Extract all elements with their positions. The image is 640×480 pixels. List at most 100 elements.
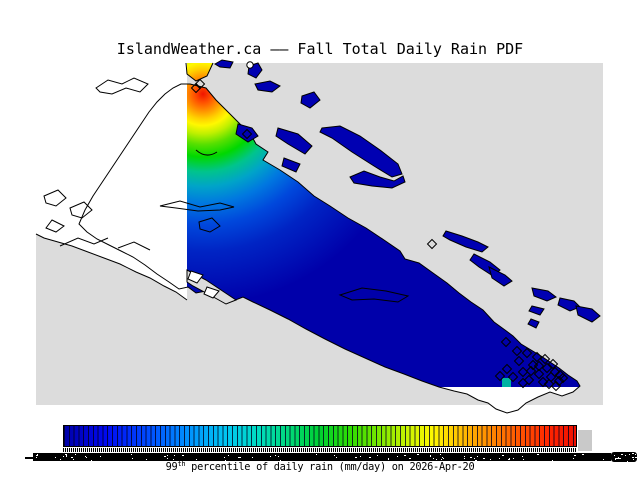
speckle — [625, 455, 626, 456]
lake-outline — [338, 287, 410, 303]
speckle — [615, 459, 616, 460]
speckle — [71, 457, 73, 458]
station-marker-diamond — [511, 345, 523, 357]
speckle — [614, 455, 615, 456]
speckle — [182, 455, 184, 456]
speckle — [278, 456, 279, 457]
fjord-islet — [187, 270, 204, 284]
speckle — [404, 455, 406, 456]
speckle — [270, 456, 271, 457]
speckle — [635, 454, 636, 455]
speckle — [225, 460, 226, 461]
speckle — [73, 459, 74, 460]
north-patch-coastline — [185, 62, 214, 82]
speckle — [537, 454, 539, 455]
speckle — [164, 456, 166, 457]
speckle — [63, 456, 64, 457]
speckle — [316, 454, 317, 455]
speckle — [621, 454, 623, 455]
island — [214, 59, 234, 69]
speckle — [603, 459, 604, 460]
colorbar-segment-lines — [64, 426, 576, 446]
speckle — [86, 457, 87, 458]
station-markers — [190, 78, 569, 392]
station-marker-diamond — [190, 82, 202, 94]
speckle — [196, 459, 197, 460]
island — [528, 305, 545, 316]
station-marker-diamond — [517, 366, 529, 378]
station-marker-diamond — [547, 358, 559, 370]
island — [275, 127, 313, 155]
station-marker-diamond — [525, 365, 537, 377]
caption-number: 99 — [165, 461, 178, 473]
station-marker-diamond — [527, 359, 539, 371]
speckle — [336, 457, 337, 458]
speckle — [499, 458, 500, 459]
station-marker-diamond — [517, 377, 529, 389]
island — [531, 287, 557, 302]
island — [527, 318, 540, 329]
speckle — [360, 456, 361, 457]
tick-label-end-blob — [611, 452, 637, 462]
station-marker-diamond — [521, 347, 533, 359]
colorbar-shadow — [578, 430, 592, 451]
strait-islands — [214, 59, 601, 329]
island — [319, 125, 403, 178]
speckle — [224, 457, 225, 458]
colorbar — [63, 425, 577, 447]
speckle — [66, 456, 67, 457]
speckle — [409, 458, 411, 459]
speckle — [433, 458, 434, 459]
speckle — [618, 458, 619, 459]
island — [557, 297, 581, 312]
tick-label-strip — [33, 453, 611, 461]
coast-outline — [95, 77, 149, 95]
lake-outline — [195, 149, 218, 156]
station-marker-diamond — [533, 360, 545, 372]
speckle — [633, 459, 634, 460]
inlet-line — [59, 237, 109, 247]
speckle — [131, 454, 132, 455]
station-marker-diamond — [501, 363, 513, 375]
speckle — [239, 457, 241, 458]
station-marker-diamond — [549, 366, 561, 378]
speckle — [91, 460, 92, 461]
speckle — [523, 459, 524, 460]
speckle — [575, 455, 576, 456]
speckle — [252, 457, 253, 458]
fjord-islet — [203, 286, 220, 299]
speckle — [475, 460, 477, 461]
speckle — [632, 457, 634, 458]
speckle — [617, 458, 618, 459]
speckle — [509, 458, 510, 459]
speckle — [582, 454, 584, 455]
speckle — [440, 454, 441, 455]
speckle — [146, 459, 147, 460]
speckle — [436, 459, 437, 460]
lake-outline — [198, 217, 221, 233]
island — [349, 170, 406, 189]
colorbar-tick-marks — [63, 448, 577, 452]
islet-outline — [45, 219, 65, 233]
speckle — [552, 460, 553, 461]
speckle — [632, 453, 634, 454]
speckle — [629, 454, 630, 455]
high-value-cell — [502, 378, 511, 387]
speckle — [173, 459, 174, 460]
speckle — [37, 454, 38, 455]
station-marker-diamond — [426, 238, 438, 250]
island — [442, 230, 489, 253]
speckle — [615, 458, 617, 459]
caption-superscript: th — [177, 460, 186, 468]
station-marker-diamond — [194, 78, 206, 90]
speckle — [508, 459, 510, 460]
station-marker-diamond — [539, 353, 551, 365]
island — [300, 91, 321, 109]
station-marker-diamond — [550, 380, 562, 392]
speckle — [442, 457, 443, 458]
speckle — [167, 455, 168, 456]
speckle — [275, 455, 276, 456]
station-marker-diamond — [494, 370, 506, 382]
station-marker-diamond — [553, 375, 565, 387]
